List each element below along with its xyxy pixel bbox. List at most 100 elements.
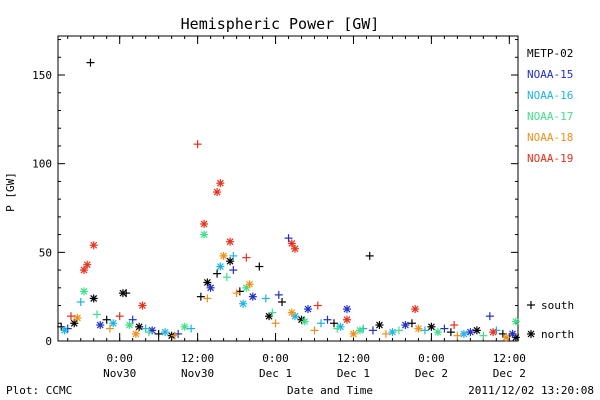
data-point — [219, 251, 228, 260]
x-tick-date: Nov30 — [103, 367, 136, 380]
legend-entry: NOAA-19 — [527, 152, 573, 165]
y-axis-label: P [GW] — [4, 172, 17, 212]
data-point — [60, 326, 69, 335]
data-point — [102, 315, 111, 324]
plot-frame — [57, 35, 519, 342]
legend-entry: NOAA-15 — [527, 68, 573, 81]
data-point — [508, 329, 517, 338]
data-point — [330, 319, 338, 328]
series-noaa-15 — [63, 234, 517, 338]
data-point — [216, 179, 225, 188]
data-point — [229, 266, 238, 275]
data-point — [368, 326, 377, 335]
data-point — [450, 321, 459, 330]
data-point — [92, 310, 101, 319]
data-point — [414, 324, 423, 333]
data-point — [323, 315, 332, 324]
data-point — [213, 269, 222, 278]
data-point — [135, 322, 144, 331]
data-point — [89, 241, 98, 250]
data-point — [180, 322, 189, 331]
data-point — [122, 289, 131, 298]
data-point — [248, 292, 257, 301]
data-point — [440, 324, 449, 333]
data-point — [200, 219, 209, 228]
symbol-legend-label: south — [541, 299, 574, 312]
data-point — [187, 324, 196, 333]
data-point — [287, 308, 296, 317]
x-tick-label: 12:00 — [337, 352, 370, 365]
data-point — [86, 58, 95, 67]
data-point — [401, 321, 410, 330]
data-point — [485, 312, 494, 321]
data-point — [161, 328, 170, 337]
data-point — [407, 319, 416, 328]
legend-entry: NOAA-16 — [527, 89, 573, 102]
series-noaa-19 — [66, 140, 498, 337]
data-point — [381, 329, 390, 338]
data-point — [105, 324, 114, 333]
data-point — [242, 253, 251, 262]
data-point — [203, 294, 212, 303]
data-point — [420, 326, 429, 335]
data-point — [79, 266, 88, 275]
x-tick-label: 12:00 — [493, 352, 526, 365]
data-point — [76, 297, 85, 306]
plot-axes: 0 50 100 150 0:00 Nov30 12:00 Nov30 0:00 Dec 1 12:… — [32, 35, 526, 380]
y-tick-label: 150 — [32, 69, 52, 82]
data-point — [291, 244, 300, 253]
data-point — [300, 317, 309, 326]
data-point — [96, 321, 105, 330]
plot-timestamp: 2011/12/02 13:20:08 — [468, 384, 594, 397]
data-point — [355, 326, 364, 335]
data-point — [200, 230, 209, 239]
data-point — [89, 294, 98, 303]
data-point — [115, 312, 124, 321]
data-point — [144, 328, 153, 337]
data-point — [511, 317, 520, 326]
legend-entry: NOAA-18 — [527, 131, 573, 144]
data-point — [453, 331, 462, 340]
data-point — [472, 326, 481, 335]
data-point — [196, 292, 205, 301]
data-point — [109, 319, 118, 328]
y-tick-label: 100 — [32, 158, 52, 171]
symbol-legend-north: north — [527, 328, 574, 341]
data-point — [229, 251, 238, 260]
legend: METP-02 NOAA-15 NOAA-16 NOAA-17 NOAA-18 NOAA-… — [527, 47, 574, 341]
series-noaa-17 — [79, 230, 520, 340]
data-point — [278, 297, 287, 306]
x-tick-label: 0:00 — [106, 352, 133, 365]
data-point — [304, 305, 313, 314]
data-point — [489, 328, 498, 337]
data-point — [375, 321, 384, 330]
series-noaa-18 — [73, 251, 511, 342]
data-point — [342, 305, 351, 314]
data-point — [479, 331, 488, 340]
data-point — [427, 322, 436, 331]
x-tick-date: Dec 1 — [337, 367, 370, 380]
data-point — [170, 331, 179, 340]
data-point — [349, 329, 358, 338]
x-tick-label: 0:00 — [418, 352, 445, 365]
data-point — [138, 301, 147, 310]
data-point — [245, 280, 254, 289]
symbol-legend-south: south — [527, 299, 574, 312]
data-point — [125, 321, 134, 330]
data-point — [317, 319, 326, 328]
data-point — [459, 329, 468, 338]
data-point — [310, 326, 319, 335]
data-point — [261, 294, 270, 303]
data-point — [213, 188, 222, 197]
data-point — [239, 299, 248, 308]
plot-credit: Plot: CCMC — [6, 384, 72, 397]
data-point — [73, 313, 82, 322]
data-point — [232, 289, 241, 298]
x-axis-label: Date and Time — [287, 384, 373, 397]
data-point — [131, 329, 140, 338]
legend-entry: NOAA-17 — [527, 110, 573, 123]
data-point — [466, 328, 475, 337]
symbol-legend-label: north — [541, 328, 574, 341]
data-point — [446, 328, 455, 337]
